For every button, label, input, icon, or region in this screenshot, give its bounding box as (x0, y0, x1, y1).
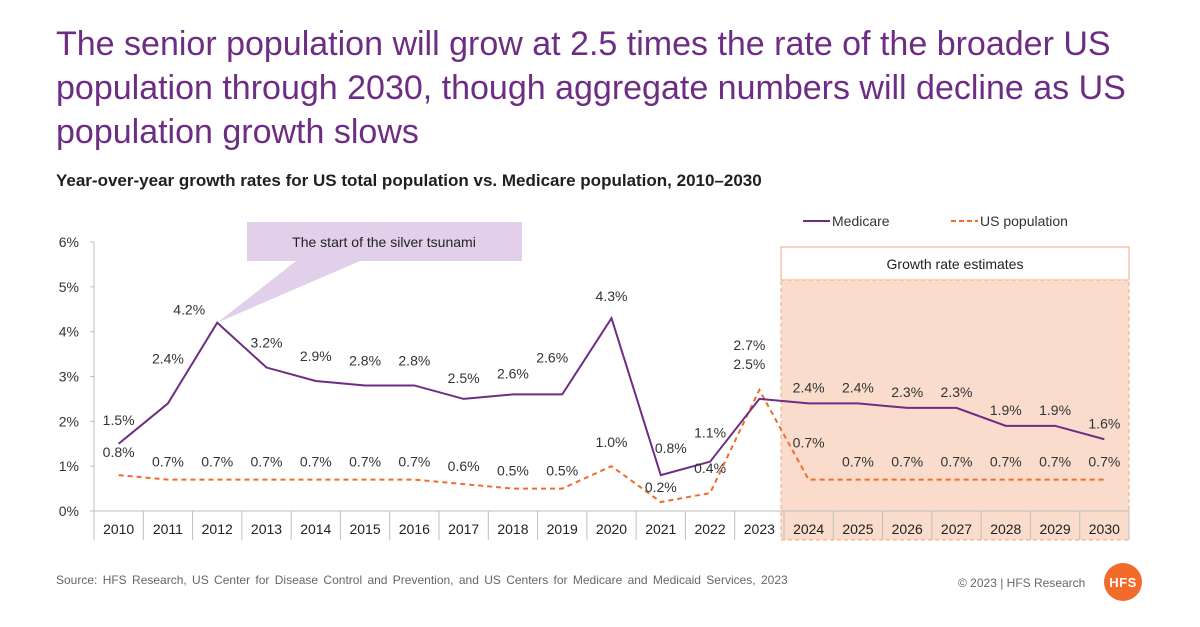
y-tick-label: 0% (59, 503, 79, 519)
estimate-label: Growth rate estimates (887, 256, 1024, 272)
data-label-us-population: 0.8% (103, 444, 135, 460)
data-label-medicare: 0.8% (655, 440, 687, 456)
data-label-us-population: 0.7% (251, 454, 283, 470)
data-label-us-population: 0.7% (1088, 454, 1120, 470)
data-label-medicare: 1.9% (990, 402, 1022, 418)
data-label-us-population: 0.7% (300, 454, 332, 470)
x-tick-label: 2030 (1089, 521, 1120, 537)
data-label-medicare: 2.6% (497, 365, 529, 381)
data-label-us-population: 0.2% (645, 479, 677, 495)
data-label-us-population: 0.7% (842, 454, 874, 470)
x-tick-label: 2010 (103, 521, 134, 537)
page-headline: The senior population will grow at 2.5 t… (56, 25, 1126, 151)
data-label-us-population: 0.4% (694, 460, 726, 476)
estimate-header-box (780, 246, 1130, 281)
data-label-medicare: 2.8% (398, 352, 430, 368)
data-label-medicare: 2.5% (448, 370, 480, 386)
data-label-medicare: 2.5% (733, 356, 765, 372)
x-tick-label: 2029 (1039, 521, 1070, 537)
x-tick-label: 2019 (547, 521, 578, 537)
data-label-us-population: 0.7% (941, 454, 973, 470)
x-tick-label: 2016 (399, 521, 430, 537)
chart-title: Year-over-year growth rates for US total… (56, 171, 762, 190)
data-label-medicare: 4.2% (173, 302, 205, 318)
data-label-us-population: 2.7% (733, 337, 765, 353)
estimate-region (780, 279, 1130, 541)
data-label-medicare: 1.1% (694, 425, 726, 441)
x-tick-label: 2018 (497, 521, 528, 537)
data-label-medicare: 2.4% (842, 379, 874, 395)
series-line-medicare (118, 315, 1105, 477)
x-tick-label: 2017 (448, 521, 479, 537)
logo-text: HFS (1109, 574, 1137, 590)
data-label-us-population: 0.7% (793, 435, 825, 451)
y-tick-label: 2% (59, 413, 79, 429)
x-tick-label: 2023 (744, 521, 775, 537)
data-label-us-population: 0.7% (891, 454, 923, 470)
x-tick-label: 2028 (990, 521, 1021, 537)
data-label-medicare: 2.4% (152, 350, 184, 366)
data-label-us-population: 1.0% (596, 434, 628, 450)
x-tick-label: 2015 (349, 521, 380, 537)
x-tick-label: 2027 (941, 521, 972, 537)
hfs-logo: HFS (1104, 563, 1142, 601)
copyright-text: © 2023 | HFS Research (958, 576, 1086, 590)
data-label-us-population: 0.5% (497, 463, 529, 479)
data-label-medicare: 1.6% (1088, 415, 1120, 431)
data-label-medicare: 2.3% (891, 384, 923, 400)
data-label-medicare: 3.2% (251, 335, 283, 351)
data-label-medicare: 2.4% (793, 379, 825, 395)
x-tick-label: 2022 (694, 521, 725, 537)
x-tick-label: 2020 (596, 521, 627, 537)
x-tick-label: 2025 (842, 521, 873, 537)
x-tick-label: 2012 (202, 521, 233, 537)
y-tick-label: 4% (59, 324, 79, 340)
data-label-us-population: 0.7% (1039, 454, 1071, 470)
x-tick-label: 2014 (300, 521, 331, 537)
y-tick-label: 5% (59, 279, 79, 295)
x-tick-label: 2026 (892, 521, 923, 537)
series-line-us-population (118, 387, 1105, 504)
callout-box (247, 222, 522, 261)
data-label-us-population: 0.7% (349, 454, 381, 470)
data-label-medicare: 4.3% (596, 288, 628, 304)
data-label-medicare: 1.5% (103, 412, 135, 428)
legend-label-us-population: US population (980, 213, 1068, 229)
data-label-medicare: 2.3% (941, 384, 973, 400)
data-label-medicare: 2.9% (300, 348, 332, 364)
y-tick-label: 1% (59, 458, 79, 474)
data-label-us-population: 0.7% (201, 454, 233, 470)
callout-text: The start of the silver tsunami (292, 234, 476, 250)
y-tick-label: 3% (59, 369, 79, 385)
x-tick-label: 2021 (645, 521, 676, 537)
x-tick-label: 2013 (251, 521, 282, 537)
data-label-us-population: 0.7% (990, 454, 1022, 470)
y-tick-label: 6% (59, 234, 79, 250)
data-label-us-population: 0.7% (398, 454, 430, 470)
data-label-us-population: 0.6% (448, 458, 480, 474)
data-label-medicare: 2.6% (536, 349, 568, 365)
data-label-medicare: 1.9% (1039, 402, 1071, 418)
callout-pointer (217, 261, 360, 323)
data-label-medicare: 2.8% (349, 352, 381, 368)
x-tick-label: 2011 (153, 521, 183, 537)
legend-label-medicare: Medicare (832, 213, 890, 229)
x-tick-label: 2024 (793, 521, 824, 537)
source-note: Source: HFS Research, US Center for Dise… (56, 573, 788, 587)
data-label-us-population: 0.5% (546, 463, 578, 479)
data-label-us-population: 0.7% (152, 454, 184, 470)
